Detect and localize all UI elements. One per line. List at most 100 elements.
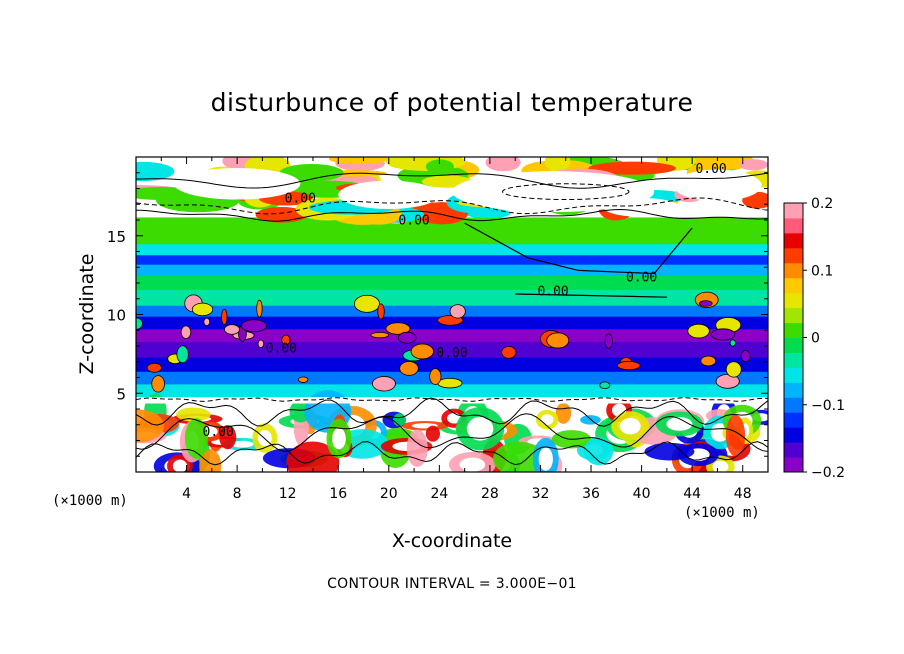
contour-label-0: 0.00 xyxy=(285,192,316,207)
field-blob-mid-59 xyxy=(370,331,390,339)
field-white-patch-2 xyxy=(452,171,655,213)
field-white-patch-1 xyxy=(338,180,440,209)
field-blob-mid-42 xyxy=(221,308,228,326)
field-band-10 xyxy=(136,275,768,290)
field-blob-mid-40 xyxy=(725,361,742,378)
field-blob-mid-7 xyxy=(399,361,419,376)
field-blob-mid-41 xyxy=(429,368,442,385)
contour-line-5 xyxy=(136,413,768,452)
field-band-4 xyxy=(136,357,768,372)
field-blob-mid-44 xyxy=(699,300,713,307)
contour-line-2 xyxy=(136,197,768,215)
colorbar: 0.2 0.1 0 −0.1 −0.2 xyxy=(783,196,845,481)
field-blob-mid-35 xyxy=(297,376,309,383)
colorbar-swatch-5 xyxy=(784,382,803,398)
field-blob-mid-18 xyxy=(687,323,710,339)
field-blob-mid-17 xyxy=(385,322,411,335)
field-blob-mid-49 xyxy=(224,324,240,335)
x-tick-label-20: 20 xyxy=(380,486,398,502)
field-blob-low-94 xyxy=(644,442,695,461)
x-tick-label-4: 4 xyxy=(182,486,191,502)
field-blob-low-core-68 xyxy=(712,460,729,472)
field-blob-low-core-38 xyxy=(447,412,462,424)
x-tick-label-44: 44 xyxy=(683,486,701,502)
field-band-9 xyxy=(136,289,768,306)
x-tick-label-28: 28 xyxy=(481,486,499,502)
field-blob-mid-55 xyxy=(377,303,385,320)
colorbar-swatch-11 xyxy=(784,292,803,309)
field-blob-mid-57 xyxy=(616,360,641,371)
y-axis: 5 10 15 xyxy=(107,172,768,457)
field-blob-up-58 xyxy=(544,157,571,172)
field-blob-low-79 xyxy=(175,407,211,422)
colorbar-swatch-4 xyxy=(784,397,803,413)
field-blob-mid-58 xyxy=(176,345,189,364)
contour-label-7: 0.00 xyxy=(695,162,726,177)
field-blob-low-81 xyxy=(493,441,546,472)
field-blob-low-48 xyxy=(425,425,441,442)
field-blob-low-77 xyxy=(393,413,406,427)
field-blob-low-37 xyxy=(580,415,601,425)
field-band-3 xyxy=(136,371,768,385)
field-blob-mid-24 xyxy=(700,355,717,367)
y-tick-label-10: 10 xyxy=(107,307,126,325)
field-blob-mid-8 xyxy=(257,339,265,349)
x-tick-label-16: 16 xyxy=(329,486,347,502)
colorbar-swatch-0 xyxy=(784,457,803,473)
field-blob-mid-47 xyxy=(372,376,396,392)
field-blob-up-56 xyxy=(588,161,676,175)
chart-title: disturbunce of potential temperature xyxy=(210,88,694,117)
field-blob-mid-54 xyxy=(546,332,570,349)
contour-line-4 xyxy=(136,397,768,427)
plot-field xyxy=(136,157,768,472)
field-blob-up-11 xyxy=(485,157,521,172)
field-band-14 xyxy=(136,227,768,245)
field-band-11 xyxy=(136,264,768,276)
field-band-12 xyxy=(136,254,768,265)
field-blob-mid-9 xyxy=(740,350,751,363)
colorbar-swatch-12 xyxy=(784,277,803,294)
x-unit-label-right: (×1000 m) xyxy=(684,505,760,521)
field-blob-mid-33 xyxy=(729,339,736,347)
colorbar-swatch-7 xyxy=(784,352,803,368)
field-blob-low-29 xyxy=(286,441,340,472)
field-blob-mid-51 xyxy=(241,319,268,333)
field-blob-mid-4 xyxy=(281,334,291,346)
x-unit-label-left: (×1000 m) xyxy=(52,493,128,509)
field-white-strip xyxy=(136,397,768,404)
field-blob-mid-25 xyxy=(397,331,417,344)
y-axis-title: Z-coordinate xyxy=(76,254,98,375)
colorbar-swatch-3 xyxy=(784,412,803,428)
field-blob-mid-30 xyxy=(151,375,165,393)
colorbar-swatch-2 xyxy=(784,427,803,443)
x-axis-title: X-coordinate xyxy=(392,530,512,552)
field-blob-mid-29 xyxy=(191,302,214,317)
x-tick-label-48: 48 xyxy=(734,486,752,502)
field-blob-mid-56 xyxy=(449,304,466,319)
field-white-patch-3 xyxy=(673,169,762,202)
field-blob-low-core-82 xyxy=(538,447,553,471)
field-blob-low-50 xyxy=(199,449,222,472)
contour-label-2: 0.00 xyxy=(537,285,568,300)
x-tick-label-32: 32 xyxy=(532,486,550,502)
x-tick-label-36: 36 xyxy=(582,486,600,502)
contour-line-6 xyxy=(136,441,768,466)
field-blob-low-88 xyxy=(136,409,164,443)
field-blob-mid-22 xyxy=(353,294,380,313)
field-blob-mid-23 xyxy=(146,362,162,373)
field-blob-low-core-87 xyxy=(540,414,554,425)
field-blob-low-92 xyxy=(725,414,746,457)
x-axis: 4 8 12 16 20 24 28 32 36 40 44 48 xyxy=(160,157,752,502)
contour-label-5: 0.00 xyxy=(436,346,467,361)
colorbar-tick-label-0: 0.2 xyxy=(811,196,833,212)
field-blob-mid-37 xyxy=(203,317,211,327)
field-blob-mid-6 xyxy=(501,346,517,359)
y-tick-label-15: 15 xyxy=(107,228,126,246)
contour-oblique xyxy=(464,222,693,275)
colorbar-swatch-1 xyxy=(784,442,803,458)
plot-labels: 0.00 0.00 0.00 0.00 0.00 0.00 0.00 0.00 xyxy=(203,162,727,440)
field-blob-low-91 xyxy=(584,436,614,466)
colorbar-swatch-13 xyxy=(784,262,803,279)
field-blob-up-27 xyxy=(136,161,175,182)
colorbar-swatch-17 xyxy=(784,203,803,219)
